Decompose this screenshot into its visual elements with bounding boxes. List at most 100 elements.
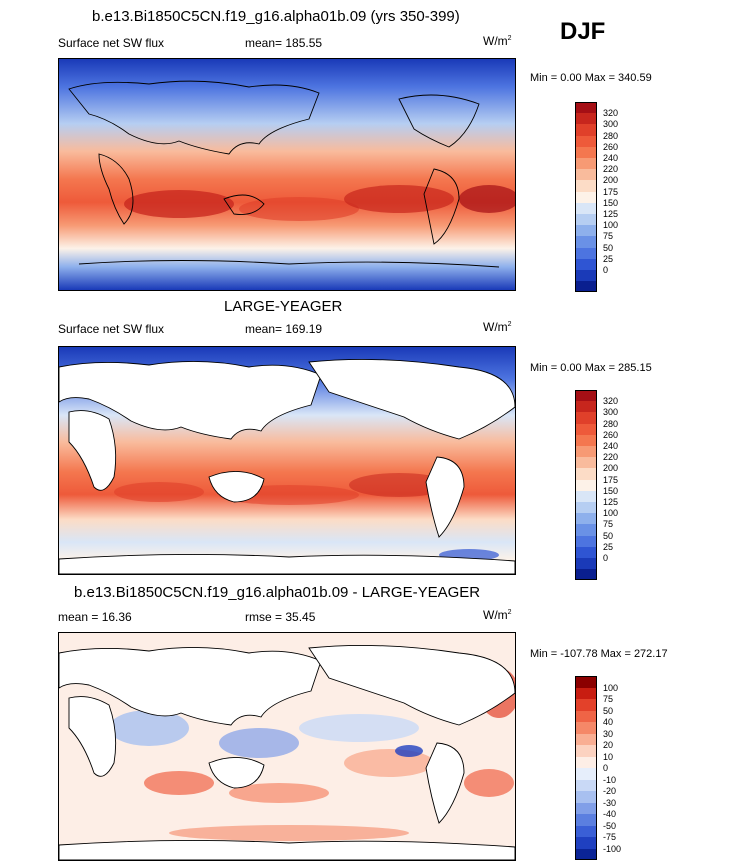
- panel1-title: b.e13.Bi1850C5CN.f19_g16.alpha01b.09 (yr…: [92, 8, 460, 25]
- panel1-units: W/m2: [483, 34, 512, 48]
- panel3-minmax: Min = -107.78 Max = 272.17: [530, 648, 668, 660]
- colorbar-segment: [575, 768, 597, 780]
- colorbar-tick-label: 280: [603, 418, 619, 429]
- colorbar-segment: [575, 390, 597, 402]
- colorbar-segment: [575, 569, 597, 581]
- colorbar-segment: [575, 180, 597, 192]
- colorbar-tick-label: 125: [603, 209, 619, 219]
- colorbar-segment: [575, 546, 597, 558]
- colorbar-segment: [575, 676, 597, 688]
- colorbar-tick-label: 100: [603, 508, 619, 519]
- colorbar-tick-label: 10: [603, 751, 614, 762]
- colorbar-segment: [575, 457, 597, 469]
- colorbar-segment: [575, 802, 597, 814]
- colorbar-tick-label: 75: [603, 519, 614, 530]
- colorbar-segment: [575, 825, 597, 837]
- colorbar-tick-label: 150: [603, 197, 619, 208]
- season-label: DJF: [560, 18, 606, 45]
- colorbar-segment: [575, 225, 597, 237]
- panel1-coastlines: [68, 80, 500, 268]
- colorbar-tick-label: 200: [603, 463, 619, 474]
- colorbar-segment: [575, 281, 597, 293]
- colorbar-segment: [575, 479, 597, 491]
- colorbar-segment: [575, 169, 597, 181]
- colorbar-segment: [575, 401, 597, 413]
- panel3-rmse-label: rmse = 35.45: [245, 610, 316, 624]
- panel1-mean-label: mean= 185.55: [245, 36, 323, 50]
- colorbar-tick-label: 100: [603, 220, 619, 231]
- colorbar-segment: [575, 468, 597, 480]
- colorbar-segment: [575, 779, 597, 791]
- panel3-land: [59, 644, 515, 860]
- colorbar-segment: [575, 236, 597, 248]
- colorbar-tick-label: 320: [603, 108, 619, 119]
- colorbar-tick-label: 50: [603, 705, 614, 716]
- colorbar-segment: [575, 102, 597, 114]
- colorbar-segment: [575, 270, 597, 282]
- panel3-units: W/m2: [483, 608, 512, 622]
- colorbar-tick-label: 240: [603, 441, 619, 451]
- panel3-map: [58, 632, 516, 861]
- panel1-map: [58, 58, 516, 291]
- colorbar-tick-label: 30: [603, 728, 614, 739]
- colorbar-tick-label: 260: [603, 141, 619, 152]
- colorbar-segment: [575, 699, 597, 711]
- colorbar-segment: [575, 146, 597, 158]
- panel2-minmax: Min = 0.00 Max = 285.15: [530, 362, 652, 374]
- colorbar-tick-label: 300: [603, 407, 619, 418]
- colorbar-tick-label: 125: [603, 497, 619, 507]
- colorbar-tick-label: -40: [603, 809, 617, 819]
- panel2-mean-label: mean= 169.19: [245, 322, 323, 336]
- colorbar-segment: [575, 502, 597, 514]
- colorbar-segment: [575, 434, 597, 446]
- colorbar-segment: [575, 258, 597, 270]
- colorbar-tick-label: 0: [603, 265, 609, 275]
- colorbar-tick-label: 175: [603, 474, 619, 485]
- panel2-map: [58, 346, 516, 575]
- panel3-mean-label: mean = 16.36: [58, 610, 132, 624]
- colorbar-tick-label: 75: [603, 694, 614, 704]
- colorbar-tick-label: 320: [603, 396, 619, 407]
- panel2-units: W/m2: [483, 320, 512, 334]
- colorbar-tick-label: 75: [603, 231, 614, 242]
- panel1-variable-label: Surface net SW flux: [58, 36, 165, 50]
- colorbar-segment: [575, 202, 597, 214]
- colorbar-tick-label: -50: [603, 820, 617, 831]
- panel2-land: [59, 358, 515, 574]
- colorbar-segment: [575, 490, 597, 502]
- colorbar-tick-label: -75: [603, 832, 617, 842]
- colorbar-segment: [575, 710, 597, 722]
- colorbar-tick-label: 175: [603, 186, 619, 197]
- colorbar-segment: [575, 113, 597, 125]
- colorbar-tick-label: 0: [603, 763, 609, 773]
- colorbar-tick-label: 300: [603, 119, 619, 130]
- colorbar-tick-label: 25: [603, 253, 614, 264]
- colorbar-tick-label: 260: [603, 429, 619, 440]
- colorbar-segment: [575, 837, 597, 849]
- colorbar-tick-label: 25: [603, 541, 614, 552]
- colorbar-segment: [575, 446, 597, 458]
- colorbar-tick-label: -10: [603, 774, 617, 785]
- panel2-title: LARGE-YEAGER: [224, 298, 343, 315]
- colorbar-tick-label: 50: [603, 242, 614, 253]
- panel1-minmax: Min = 0.00 Max = 340.59: [530, 72, 652, 84]
- colorbar-tick-label: 150: [603, 485, 619, 496]
- colorbar-segment: [575, 733, 597, 745]
- colorbar-segment: [575, 745, 597, 757]
- colorbar-tick-label: 50: [603, 530, 614, 541]
- colorbar-tick-label: -20: [603, 786, 617, 796]
- colorbar-tick-label: 200: [603, 175, 619, 186]
- colorbar-tick-label: 0: [603, 553, 609, 563]
- colorbar-tick-label: -30: [603, 797, 617, 808]
- colorbar-tick-label: 100: [603, 682, 619, 693]
- colorbar-tick-label: -100: [603, 843, 622, 854]
- colorbar-segment: [575, 524, 597, 536]
- colorbar-segment: [575, 412, 597, 424]
- colorbar-segment: [575, 135, 597, 147]
- colorbar-tick-label: 40: [603, 717, 614, 727]
- colorbar-segment: [575, 814, 597, 826]
- colorbar-segment: [575, 423, 597, 435]
- colorbar-segment: [575, 513, 597, 525]
- colorbar-segment: [575, 158, 597, 170]
- colorbar-tick-label: 220: [603, 452, 619, 463]
